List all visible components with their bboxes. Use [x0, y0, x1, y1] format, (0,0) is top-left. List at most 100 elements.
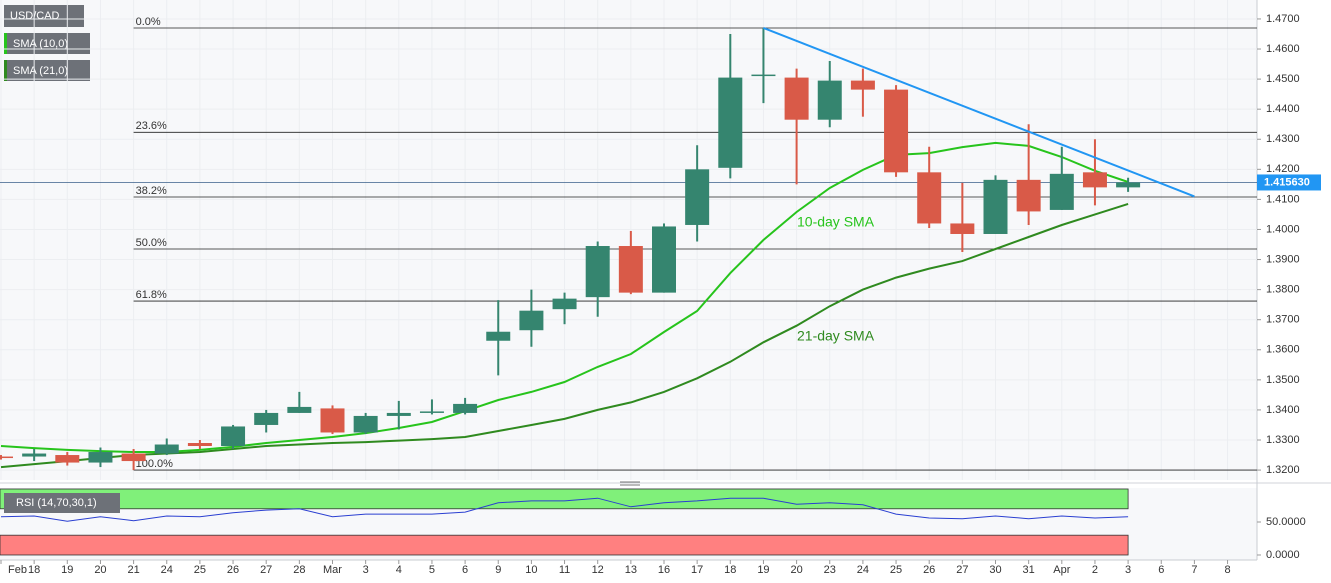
x-tick-label: 19	[757, 564, 769, 576]
legend-box	[4, 493, 120, 513]
x-tick-label: 31	[1023, 564, 1035, 576]
candle-body	[419, 411, 444, 413]
x-tick-label: 8	[1224, 564, 1230, 576]
fib-label: 38.2%	[136, 185, 167, 197]
legend-box	[4, 5, 84, 27]
candle-body	[1016, 179, 1041, 212]
candle-body	[121, 453, 146, 462]
candle-body	[685, 169, 710, 225]
price-pane	[0, 0, 1257, 480]
annotation: 21-day SMA	[797, 328, 875, 344]
candle-body	[1049, 173, 1074, 210]
legend-label: RSI (14,70,30,1)	[16, 497, 97, 509]
candle-body	[1116, 182, 1141, 188]
x-tick-label: 20	[94, 564, 106, 576]
x-tick-label: 18	[724, 564, 736, 576]
x-tick-label: 16	[658, 564, 670, 576]
candle-body	[817, 80, 842, 120]
y-tick-label: 50.0000	[1266, 516, 1306, 528]
sma-line	[0, 141, 1129, 453]
candle-body	[850, 80, 875, 90]
y-tick-label: 1.4100	[1266, 193, 1300, 205]
candle-body	[652, 226, 676, 293]
y-tick-label: 1.4400	[1266, 103, 1300, 115]
candle-body	[88, 452, 113, 463]
candle-body	[353, 415, 378, 433]
x-tick-label: 5	[429, 564, 435, 576]
sma-line	[0, 202, 1129, 469]
x-tick-label: 4	[396, 564, 402, 576]
legend-box	[4, 60, 90, 81]
x-tick-label: 11	[559, 564, 570, 576]
x-tick-label: 18	[28, 564, 40, 576]
candle-body	[519, 310, 544, 331]
x-tick-label: 25	[194, 564, 206, 576]
rsi-line	[0, 497, 1129, 522]
x-tick-label: Mar	[323, 564, 342, 576]
y-tick-label: 1.4300	[1266, 133, 1300, 145]
trendline	[763, 27, 1195, 198]
y-tick-label: 1.4500	[1266, 73, 1300, 85]
y-tick-label: 1.3700	[1266, 314, 1300, 326]
x-tick-label: Apr	[1053, 564, 1070, 576]
y-tick-label: 1.3400	[1266, 404, 1300, 416]
candle-body	[917, 172, 942, 224]
x-tick-label: 9	[495, 564, 501, 576]
candle-body	[386, 412, 411, 416]
x-tick-label: 26	[227, 564, 239, 576]
candle-body	[154, 444, 179, 454]
candle-body	[453, 403, 478, 413]
candle-body	[187, 443, 212, 447]
candle-body	[585, 246, 610, 298]
candle-body	[618, 246, 643, 293]
x-tick-label: 20	[790, 564, 802, 576]
x-tick-label: 6	[462, 564, 468, 576]
y-tick-label: 1.3200	[1266, 464, 1300, 476]
legend-label: SMA (21,0)	[13, 65, 68, 77]
candle-body	[784, 77, 809, 120]
candle-body	[884, 89, 909, 173]
x-tick-label: 19	[61, 564, 73, 576]
rsi-band	[0, 488, 1129, 510]
x-tick-label: 23	[824, 564, 836, 576]
x-tick-label: 3	[363, 564, 369, 576]
y-tick-label: 1.3900	[1266, 253, 1300, 265]
fib-label: 61.8%	[136, 289, 167, 301]
candle-body	[486, 331, 511, 341]
x-tick-label: 21	[127, 564, 139, 576]
legend: USD/CAD SMA (10,0) SMA (21,0)	[4, 5, 90, 81]
annotation: 10-day SMA	[797, 214, 875, 230]
legend-swatch	[4, 60, 7, 81]
y-tick-label: 1.3500	[1266, 374, 1300, 386]
candle-body	[552, 298, 577, 310]
x-tick-label: 12	[592, 564, 604, 576]
x-tick-label: 27	[956, 564, 968, 576]
candle-body	[950, 223, 975, 234]
legend-label: SMA (10,0)	[13, 38, 68, 50]
candle-body	[718, 77, 743, 168]
candle-body	[320, 408, 345, 433]
x-tick-label: 2	[1092, 564, 1098, 576]
x-tick-label: 6	[1158, 564, 1164, 576]
candle-body	[0, 456, 13, 459]
candle-body	[254, 412, 279, 425]
legend-swatch	[4, 33, 7, 54]
x-tick-label: Feb	[8, 564, 27, 576]
x-tick-label: 3	[1125, 564, 1131, 576]
x-tick-label: 26	[923, 564, 935, 576]
candle-body	[221, 426, 246, 447]
x-tick-label: 25	[890, 564, 902, 576]
fib-label: 0.0%	[136, 16, 161, 28]
x-tick-label: 24	[857, 564, 869, 576]
candle-body	[983, 179, 1008, 234]
x-tick-label: 7	[1191, 564, 1197, 576]
x-tick-label: 24	[161, 564, 173, 576]
x-tick-label: 28	[293, 564, 305, 576]
last-price-box	[1257, 174, 1321, 191]
candle-body	[287, 406, 312, 413]
last-price-label: 1.415630	[1264, 176, 1310, 188]
y-tick-label: 1.4600	[1266, 43, 1300, 55]
x-tick-label: 10	[525, 564, 537, 576]
